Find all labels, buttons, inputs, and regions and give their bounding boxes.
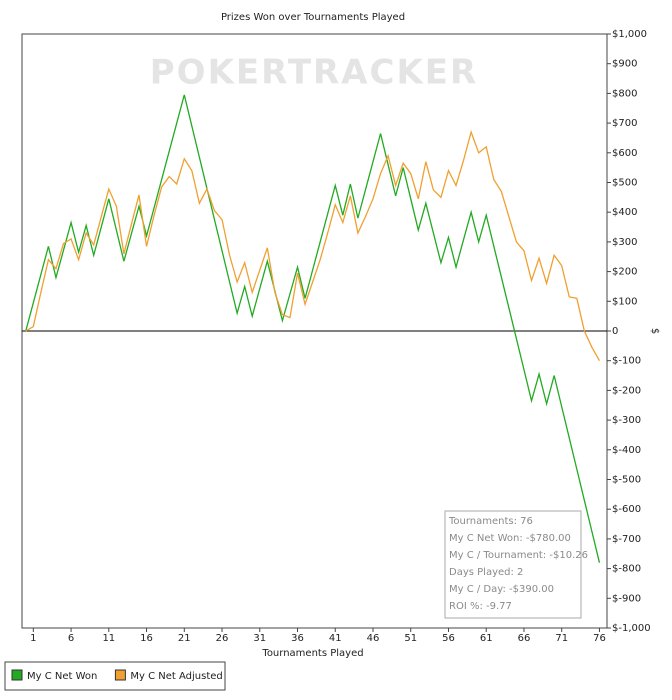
x-tick-label: 1 — [30, 633, 36, 644]
y-tick-label: $600 — [612, 148, 637, 159]
y-tick-label: $700 — [612, 118, 637, 129]
x-tick-label: 41 — [329, 633, 342, 644]
info-text: Tournaments: 76 — [448, 516, 533, 527]
x-tick-label: 31 — [253, 633, 266, 644]
y-tick-label: $1,000 — [612, 29, 647, 40]
x-tick-label: 26 — [216, 633, 229, 644]
y-tick-label: $-900 — [612, 593, 641, 604]
x-tick-label: 6 — [68, 633, 74, 644]
info-text: ROI %: -9.77 — [449, 601, 512, 612]
x-tick-label: 71 — [555, 633, 568, 644]
x-tick-label: 61 — [480, 633, 493, 644]
legend-label: My C Net Won — [27, 671, 97, 682]
y-tick-label: $-800 — [612, 564, 641, 575]
y-tick-label: $100 — [612, 296, 637, 307]
series-line — [25, 94, 601, 563]
y-tick-label: $300 — [612, 237, 637, 248]
y-axis-label: $ — [649, 328, 660, 334]
y-tick-label: $-200 — [612, 385, 641, 396]
info-text: My C / Day: -$390.00 — [449, 584, 554, 595]
y-tick-label: $-300 — [612, 415, 641, 426]
x-axis-label: Tournaments Played — [261, 648, 363, 659]
y-tick-label: $-100 — [612, 356, 641, 367]
info-box: Tournaments: 76 My C Net Won: -$780.00 My … — [444, 510, 588, 619]
watermark: POKERTRACKER — [150, 53, 478, 93]
y-tick-label: $500 — [612, 178, 637, 189]
chart-title: Prizes Won over Tournaments Played — [221, 12, 405, 23]
x-tick-label: 56 — [442, 633, 455, 644]
info-text: Days Played: 2 — [449, 567, 523, 578]
y-tick-label: $-700 — [612, 534, 641, 545]
x-tick-label: 36 — [291, 633, 304, 644]
y-tick-label: $200 — [612, 267, 637, 278]
y-tick-label: $-600 — [612, 504, 641, 515]
legend-swatch — [11, 669, 23, 681]
x-tick-label: 46 — [367, 633, 380, 644]
x-tick-label: 51 — [404, 633, 417, 644]
x-tick-label: 66 — [518, 633, 531, 644]
y-tick-label: $-400 — [612, 445, 641, 456]
info-text: My C / Tournament: -$10.26 — [449, 550, 588, 561]
info-text: My C Net Won: -$780.00 — [449, 533, 571, 544]
y-tick-label: $-500 — [612, 475, 641, 486]
y-tick-label: $900 — [612, 59, 637, 70]
y-tick-label: $400 — [612, 207, 637, 218]
y-tick-label: $-1,000 — [612, 623, 651, 634]
y-tick-label: 0 — [612, 326, 618, 337]
x-tick-label: 11 — [102, 633, 115, 644]
legend-label: My C Net Adjusted — [130, 671, 222, 682]
legend-swatch — [114, 669, 126, 681]
x-tick-label: 76 — [593, 633, 606, 644]
x-tick-label: 16 — [140, 633, 153, 644]
series-line — [25, 129, 601, 362]
y-tick-label: $800 — [612, 88, 637, 99]
info-frame — [444, 510, 582, 619]
x-tick-label: 21 — [178, 633, 191, 644]
